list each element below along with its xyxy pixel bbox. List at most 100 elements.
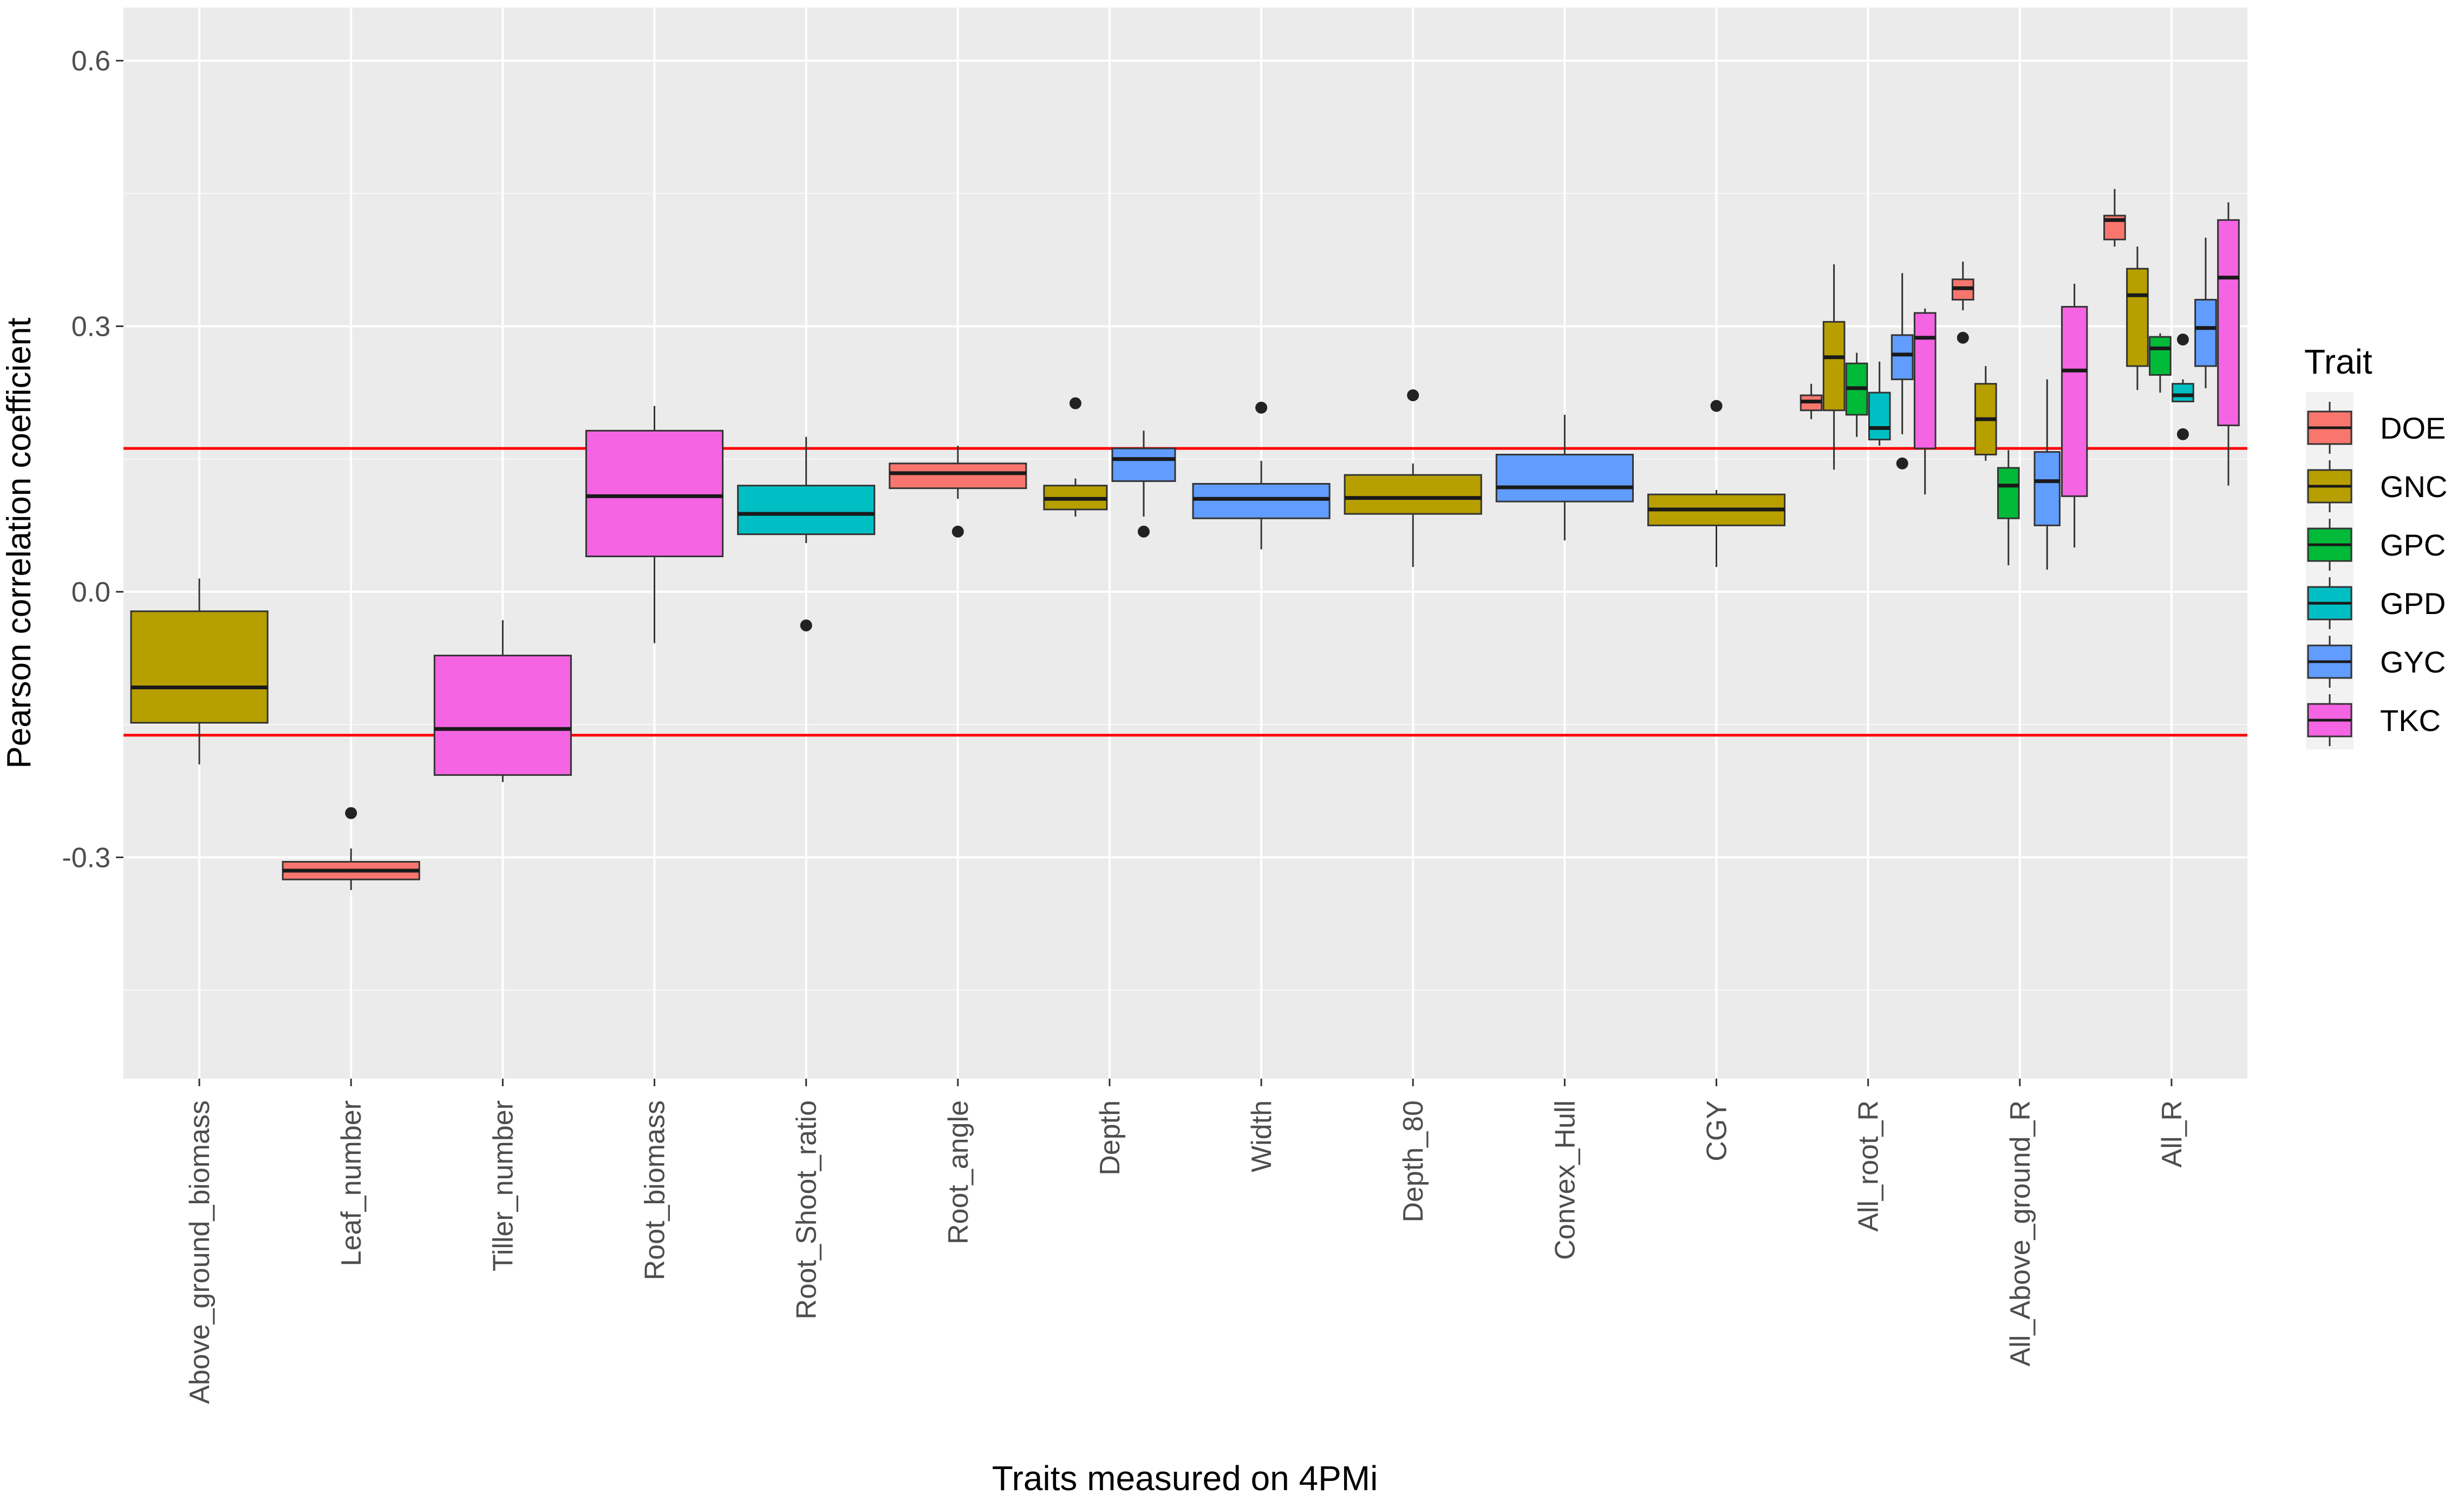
x-tick-label: Above_ground_biomass xyxy=(184,1100,216,1404)
box-iqr xyxy=(1822,321,1846,412)
box-All_Above_ground_R-TKC xyxy=(2061,284,2088,548)
legend-label: GPC xyxy=(2380,528,2446,562)
legend-title: Trait xyxy=(2304,342,2372,381)
x-tick-label: Root_Shoot_ratio xyxy=(791,1100,823,1320)
legend-label: TKC xyxy=(2380,703,2441,738)
x-tick-label: All_Above_ground_R xyxy=(2005,1100,2036,1366)
x-tick-label: All_R xyxy=(2156,1100,2188,1167)
box-iqr xyxy=(2033,451,2061,526)
y-tick-label: -0.3 xyxy=(62,842,110,873)
box-iqr xyxy=(2149,336,2172,376)
box-Leaf_number-DOE xyxy=(282,807,420,890)
box-All_R-DOE xyxy=(2103,189,2126,247)
box-iqr xyxy=(433,655,572,776)
x-tick-label: Leaf_number xyxy=(336,1100,367,1266)
box-All_Above_ground_R-GNC xyxy=(1974,366,1997,461)
box-iqr xyxy=(1192,482,1331,519)
box-iqr xyxy=(2061,306,2088,497)
box-iqr xyxy=(2126,267,2149,367)
box-CGY-GNC xyxy=(1647,400,1786,567)
x-axis-title: Traits measured on 4PMi xyxy=(992,1459,1378,1498)
box-All_R-TKC xyxy=(2217,202,2240,486)
legend-entry-GPD: GPD xyxy=(2307,577,2446,629)
box-Depth-GNC xyxy=(1043,397,1108,517)
box-Depth_80-GNC xyxy=(1344,389,1482,567)
legend-entry-GPC: GPC xyxy=(2307,519,2446,571)
box-iqr xyxy=(2194,298,2217,367)
box-All_R-GPD xyxy=(2172,334,2194,440)
outlier-point xyxy=(1069,397,1081,409)
box-iqr xyxy=(2217,219,2240,427)
box-All_root_R-DOE xyxy=(1800,383,1823,420)
legend-entry-GYC: GYC xyxy=(2307,636,2446,688)
box-Root_angle-DOE xyxy=(889,446,1027,538)
box-All_R-GPC xyxy=(2149,333,2172,393)
legend: Trait DOE GNC GPC GPD GYC TKC xyxy=(2304,342,2447,749)
y-tick-label: 0.3 xyxy=(71,311,110,342)
box-All_R-GYC xyxy=(2194,238,2217,388)
box-All_root_R-GPD xyxy=(1868,361,1891,446)
legend-label: GPD xyxy=(2380,586,2446,621)
box-Depth-GYC xyxy=(1111,430,1176,538)
legend-label: GYC xyxy=(2380,645,2446,679)
box-iqr xyxy=(2172,383,2194,402)
box-iqr xyxy=(1868,391,1891,441)
outlier-point xyxy=(951,525,964,538)
box-Width-GYC xyxy=(1192,401,1331,550)
outlier-point xyxy=(1957,331,1969,344)
box-iqr xyxy=(889,462,1027,490)
box-iqr xyxy=(1891,334,1914,381)
legend-label: GNC xyxy=(2380,469,2447,504)
box-iqr xyxy=(1913,312,1937,449)
legend-entry-GNC: GNC xyxy=(2307,460,2447,512)
box-Tiller_number-TKC xyxy=(433,620,572,782)
box-iqr xyxy=(1997,467,2020,519)
box-iqr xyxy=(585,429,724,558)
x-tick-label: All_root_R xyxy=(1853,1100,1885,1232)
box-All_Above_ground_R-GYC xyxy=(2033,379,2061,570)
outlier-point xyxy=(1407,389,1419,402)
legend-entry-TKC: TKC xyxy=(2307,694,2441,746)
box-Root_Shoot_ratio-GPD xyxy=(737,436,876,632)
box-All_R-GNC xyxy=(2126,246,2149,390)
y-tick-label: 0.0 xyxy=(71,577,110,608)
box-Root_biomass-TKC xyxy=(585,406,724,643)
outlier-point xyxy=(2176,428,2189,440)
outlier-point xyxy=(345,807,357,819)
x-tick-label: Depth xyxy=(1094,1100,1126,1176)
x-axis: Above_ground_biomass Leaf_number Tiller_nu… xyxy=(184,1079,2188,1404)
x-tick-label: Convex_Hull xyxy=(1549,1100,1581,1260)
legend-label: DOE xyxy=(2380,411,2446,445)
y-axis: -0.3 0.0 0.3 0.6 xyxy=(62,45,123,873)
y-axis-title: Pearson correlation coefficient xyxy=(1,318,38,769)
y-tick-label: 0.6 xyxy=(71,45,110,77)
box-iqr xyxy=(1344,474,1482,515)
box-All_Above_ground_R-GPC xyxy=(1997,450,2020,565)
box-Above_ground_biomass-GNC xyxy=(130,578,269,765)
x-tick-label: Root_biomass xyxy=(640,1100,671,1280)
box-All_root_R-GPC xyxy=(1845,353,1868,437)
box-iqr xyxy=(737,485,876,536)
box-iqr xyxy=(1111,447,1176,482)
outlier-point xyxy=(1896,457,1908,469)
x-tick-label: CGY xyxy=(1702,1100,1733,1161)
box-All_root_R-TKC xyxy=(1913,308,1937,495)
outlier-point xyxy=(1710,400,1723,412)
x-tick-label: Tiller_number xyxy=(487,1100,519,1271)
box-iqr xyxy=(1495,454,1634,502)
outlier-point xyxy=(800,619,812,632)
legend-entry-DOE: DOE xyxy=(2307,402,2446,454)
box-Convex_Hull-GYC xyxy=(1495,414,1634,541)
x-tick-label: Root_angle xyxy=(943,1100,974,1244)
outlier-point xyxy=(1137,525,1150,538)
outlier-point xyxy=(1255,401,1268,414)
box-All_Above_ground_R-DOE xyxy=(1951,262,1974,344)
plot-panel xyxy=(123,8,2247,1079)
x-tick-label: Depth_80 xyxy=(1398,1100,1429,1223)
box-iqr xyxy=(130,610,269,724)
x-tick-label: Width xyxy=(1246,1100,1277,1172)
box-All_root_R-GNC xyxy=(1822,264,1846,470)
outlier-point xyxy=(2176,334,2189,346)
box-series xyxy=(130,189,2240,890)
